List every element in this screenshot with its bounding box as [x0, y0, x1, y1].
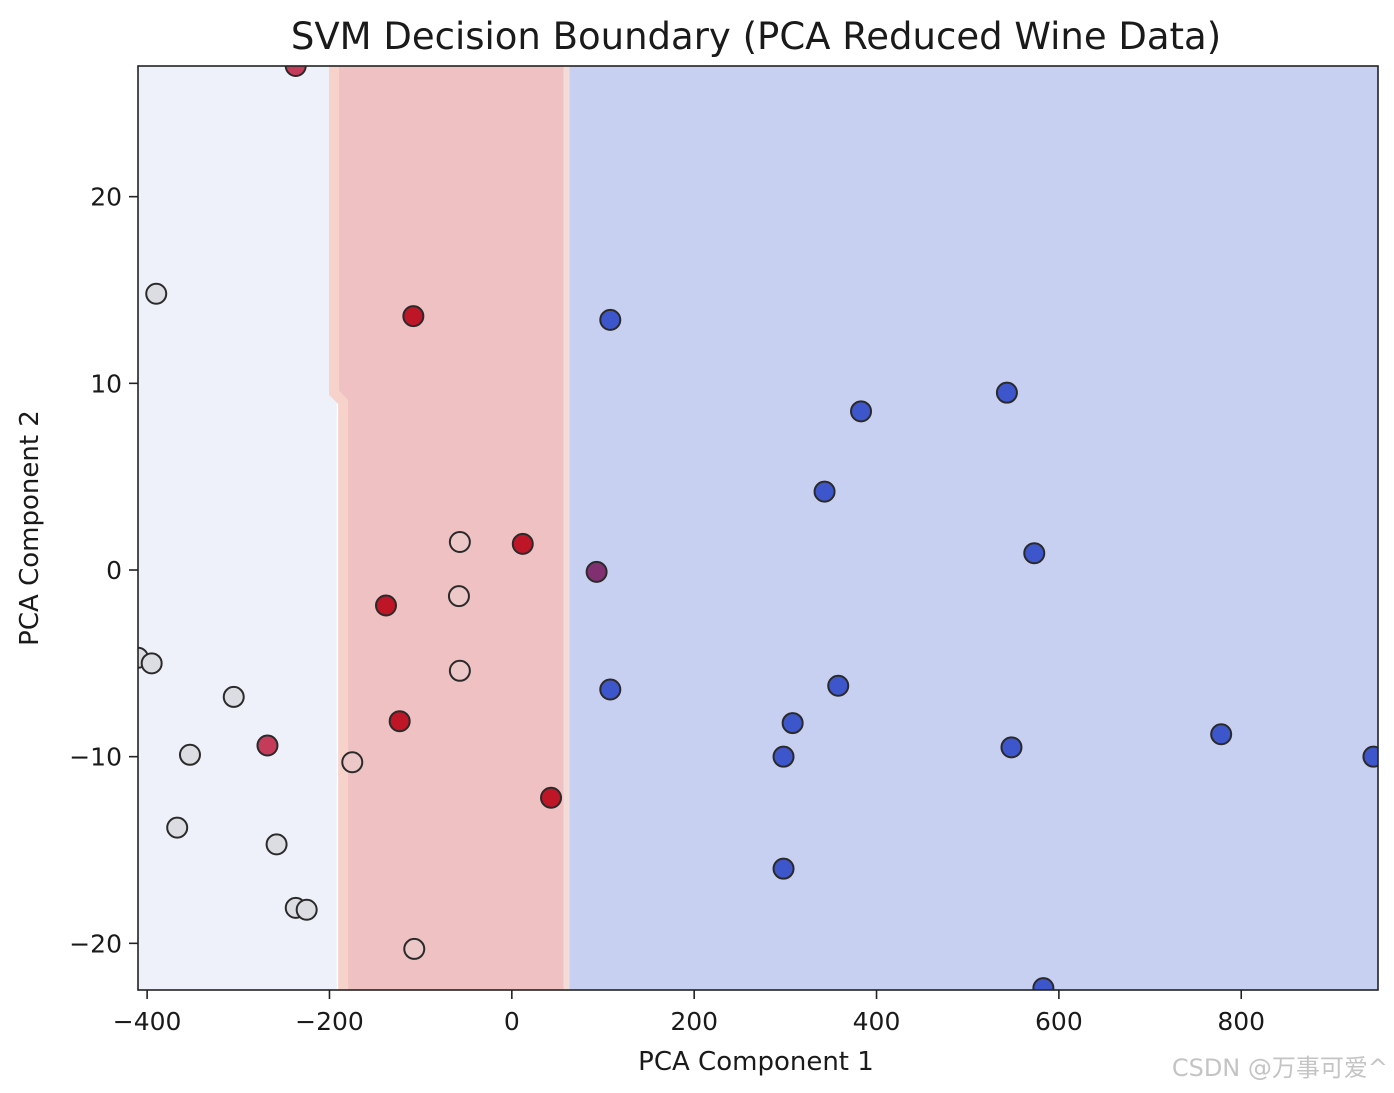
data-point-9 — [1023, 542, 1046, 565]
data-point-25 — [1000, 736, 1023, 759]
data-point-20 — [781, 712, 804, 735]
data-point-14 — [140, 652, 163, 675]
plot-area-frame — [137, 65, 1379, 991]
data-point-31 — [772, 857, 795, 880]
x-tick-label: 400 — [853, 1007, 901, 1036]
data-point-27 — [1362, 745, 1378, 768]
data-point-10 — [585, 560, 608, 583]
x-axis-label: PCA Component 1 — [638, 1047, 874, 1077]
y-tick-label: −20 — [69, 929, 122, 958]
chart-title: SVM Decision Boundary (PCA Reduced Wine … — [291, 15, 1221, 58]
data-point-22 — [178, 743, 201, 766]
data-point-21 — [256, 734, 279, 757]
region-light — [138, 66, 337, 990]
data-point-35 — [1032, 977, 1055, 990]
data-point-28 — [540, 786, 563, 809]
region-blue — [566, 66, 1378, 990]
boundary-left-edge — [329, 66, 349, 990]
data-point-23 — [341, 751, 364, 774]
data-point-33 — [295, 898, 318, 921]
data-point-26 — [1210, 723, 1233, 746]
data-point-15 — [222, 685, 245, 708]
x-tick-label: 200 — [670, 1007, 718, 1036]
data-point-30 — [265, 833, 288, 856]
data-point-0 — [284, 66, 307, 77]
axis-ticks: −400 −200 0 200 400 600 800 −20 −10 0 10 20 — [69, 183, 1265, 1036]
y-tick-label: −10 — [69, 743, 122, 772]
data-point-5 — [850, 400, 873, 423]
x-tick-label: 600 — [1035, 1007, 1083, 1036]
y-axis-label: PCA Component 2 — [15, 410, 45, 646]
x-tick-label: −200 — [295, 1007, 364, 1036]
x-tick-label: −400 — [113, 1007, 182, 1036]
data-point-12 — [447, 585, 470, 608]
x-tick-label: 0 — [504, 1007, 520, 1036]
data-point-19 — [388, 710, 411, 733]
data-point-2 — [402, 305, 425, 328]
data-point-24 — [772, 745, 795, 768]
data-point-17 — [599, 678, 622, 701]
watermark-text: CSDN @万事可爱^ — [1171, 1054, 1388, 1082]
data-point-6 — [813, 480, 836, 503]
data-point-7 — [448, 531, 471, 553]
y-tick-label: 0 — [106, 556, 122, 585]
data-point-18 — [827, 674, 850, 697]
data-point-4 — [995, 381, 1018, 404]
y-tick-label: 10 — [90, 369, 122, 398]
x-tick-label: 800 — [1217, 1007, 1265, 1036]
y-tick-label: 20 — [90, 183, 122, 212]
data-point-1 — [145, 282, 168, 305]
data-point-34 — [403, 937, 426, 960]
data-point-16 — [448, 659, 471, 682]
decision-regions — [138, 66, 1378, 990]
region-red — [334, 66, 567, 990]
data-points — [138, 66, 1378, 990]
data-point-8 — [511, 532, 534, 555]
data-point-29 — [166, 816, 189, 839]
data-point-11 — [375, 594, 397, 617]
data-point-3 — [599, 308, 622, 331]
